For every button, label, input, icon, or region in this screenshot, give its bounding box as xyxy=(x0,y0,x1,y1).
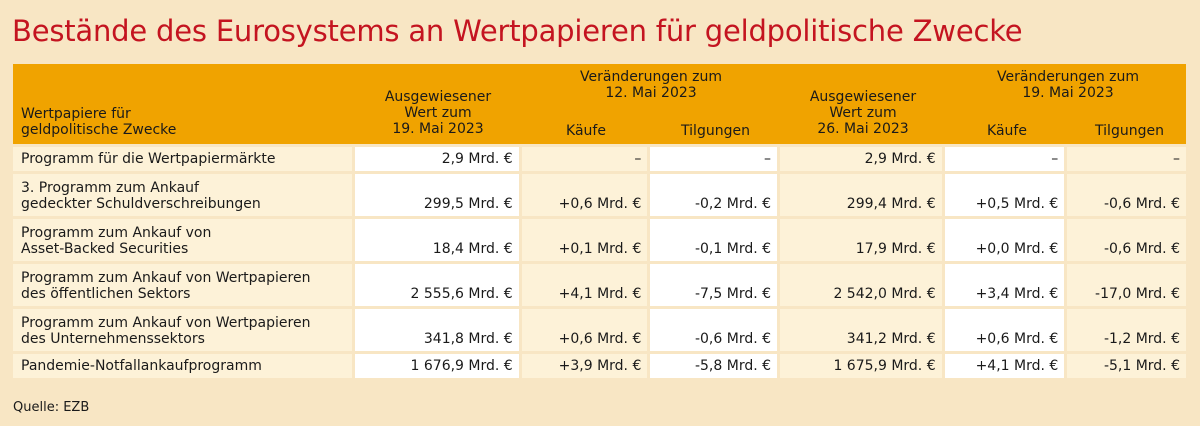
value-26-mai: 2,9 Mrd. € xyxy=(780,147,942,171)
header-label: Ausgewiesener xyxy=(809,89,917,105)
source-note: Quelle: EZB xyxy=(13,400,90,415)
value-19-mai: 2,9 Mrd. € xyxy=(355,147,519,171)
kaeufe-1: +3,9 Mrd. € xyxy=(521,354,648,378)
row-label-line: Programm zum Ankauf von Wertpapieren xyxy=(21,270,311,286)
value-26-mai: 2 542,0 Mrd. € xyxy=(780,264,942,306)
tilgungen-1: – xyxy=(650,147,778,171)
row-label-line: Asset-Backed Securities xyxy=(21,241,189,257)
kaeufe-2: +0,5 Mrd. € xyxy=(944,174,1065,216)
kaeufe-1: +4,1 Mrd. € xyxy=(521,264,648,306)
row-label: Programm zum Ankauf von Wertpapieren des… xyxy=(13,264,353,306)
row-label: Programm zum Ankauf von Wertpapieren des… xyxy=(13,309,353,351)
kaeufe-2: – xyxy=(944,147,1065,171)
row-label: Pandemie-Notfallankaufprogramm xyxy=(13,354,353,378)
header-group-changes-19-mai: Veränderungen zum 19. Mai 2023 xyxy=(947,69,1189,101)
value-26-mai: 299,4 Mrd. € xyxy=(780,174,942,216)
tilgungen-2: -17,0 Mrd. € xyxy=(1067,264,1186,306)
kaeufe-1: – xyxy=(521,147,648,171)
table-row: Programm zum Ankauf von Wertpapieren des… xyxy=(13,309,1186,351)
table-row: Pandemie-Notfallankaufprogramm 1 676,9 M… xyxy=(13,354,1186,378)
tilgungen-1: -7,5 Mrd. € xyxy=(650,264,778,306)
header-label: Wertpapiere für xyxy=(21,106,131,122)
row-label: Programm zum Ankauf von Asset-Backed Sec… xyxy=(13,219,353,261)
value-19-mai: 299,5 Mrd. € xyxy=(355,174,519,216)
kaeufe-2: +0,6 Mrd. € xyxy=(944,309,1065,351)
tilgungen-2: -0,6 Mrd. € xyxy=(1067,219,1186,261)
kaeufe-1: +0,6 Mrd. € xyxy=(521,309,648,351)
header-label: geldpolitische Zwecke xyxy=(21,122,177,138)
row-label-line: 3. Programm zum Ankauf xyxy=(21,180,199,196)
table-row: Programm zum Ankauf von Asset-Backed Sec… xyxy=(13,219,1186,261)
table-header: Wertpapiere für geldpolitische Zwecke Au… xyxy=(13,64,1186,144)
row-label: Programm für die Wertpapiermärkte xyxy=(13,147,353,171)
securities-table: Wertpapiere für geldpolitische Zwecke Au… xyxy=(13,64,1186,378)
value-26-mai: 1 675,9 Mrd. € xyxy=(780,354,942,378)
header-label: Wert zum xyxy=(829,105,897,121)
tilgungen-2: -5,1 Mrd. € xyxy=(1067,354,1186,378)
row-label: 3. Programm zum Ankauf gedeckter Schuldv… xyxy=(13,174,353,216)
row-label-line: Programm für die Wertpapiermärkte xyxy=(21,151,276,167)
header-col-tilgungen-2: Tilgungen xyxy=(1095,123,1164,139)
page-title: Bestände des Eurosystems an Wertpapieren… xyxy=(12,14,1023,48)
header-label: Veränderungen zum xyxy=(580,69,722,85)
tilgungen-1: -5,8 Mrd. € xyxy=(650,354,778,378)
kaeufe-1: +0,1 Mrd. € xyxy=(521,219,648,261)
tilgungen-2: -1,2 Mrd. € xyxy=(1067,309,1186,351)
header-label: 19. Mai 2023 xyxy=(392,121,484,137)
header-col-tilgungen-1: Tilgungen xyxy=(681,123,750,139)
kaeufe-2: +3,4 Mrd. € xyxy=(944,264,1065,306)
kaeufe-2: +4,1 Mrd. € xyxy=(944,354,1065,378)
header-group-changes-12-mai: Veränderungen zum 12. Mai 2023 xyxy=(523,69,779,101)
value-19-mai: 341,8 Mrd. € xyxy=(355,309,519,351)
row-label-line: des öffentlichen Sektors xyxy=(21,286,191,302)
row-label-line: Programm zum Ankauf von Wertpapieren xyxy=(21,315,311,331)
value-19-mai: 1 676,9 Mrd. € xyxy=(355,354,519,378)
header-label: Ausgewiesener xyxy=(384,89,492,105)
tilgungen-1: -0,6 Mrd. € xyxy=(650,309,778,351)
row-label-line: gedeckter Schuldverschreibungen xyxy=(21,196,261,212)
header-col-securities: Wertpapiere für geldpolitische Zwecke xyxy=(21,106,176,138)
table-row: 3. Programm zum Ankauf gedeckter Schuldv… xyxy=(13,174,1186,216)
value-19-mai: 18,4 Mrd. € xyxy=(355,219,519,261)
value-19-mai: 2 555,6 Mrd. € xyxy=(355,264,519,306)
header-label: 26. Mai 2023 xyxy=(817,121,909,137)
row-label-line: Programm zum Ankauf von xyxy=(21,225,212,241)
table-row: Programm zum Ankauf von Wertpapieren des… xyxy=(13,264,1186,306)
kaeufe-2: +0,0 Mrd. € xyxy=(944,219,1065,261)
header-label: Wert zum xyxy=(404,105,472,121)
tilgungen-2: – xyxy=(1067,147,1186,171)
header-col-kaeufe-1: Käufe xyxy=(566,123,606,139)
table-row: Programm für die Wertpapiermärkte 2,9 Mr… xyxy=(13,147,1186,171)
header-label: 19. Mai 2023 xyxy=(1022,85,1114,101)
kaeufe-1: +0,6 Mrd. € xyxy=(521,174,648,216)
value-26-mai: 341,2 Mrd. € xyxy=(780,309,942,351)
header-col-value-19-mai: Ausgewiesener Wert zum 19. Mai 2023 xyxy=(356,89,520,137)
header-col-value-26-mai: Ausgewiesener Wert zum 26. Mai 2023 xyxy=(782,89,944,137)
tilgungen-1: -0,1 Mrd. € xyxy=(650,219,778,261)
header-label: Veränderungen zum xyxy=(997,69,1139,85)
row-label-line: des Unternehmenssektors xyxy=(21,331,205,347)
tilgungen-1: -0,2 Mrd. € xyxy=(650,174,778,216)
header-col-kaeufe-2: Käufe xyxy=(987,123,1027,139)
value-26-mai: 17,9 Mrd. € xyxy=(780,219,942,261)
tilgungen-2: -0,6 Mrd. € xyxy=(1067,174,1186,216)
header-label: 12. Mai 2023 xyxy=(605,85,697,101)
row-label-line: Pandemie-Notfallankaufprogramm xyxy=(21,358,262,374)
